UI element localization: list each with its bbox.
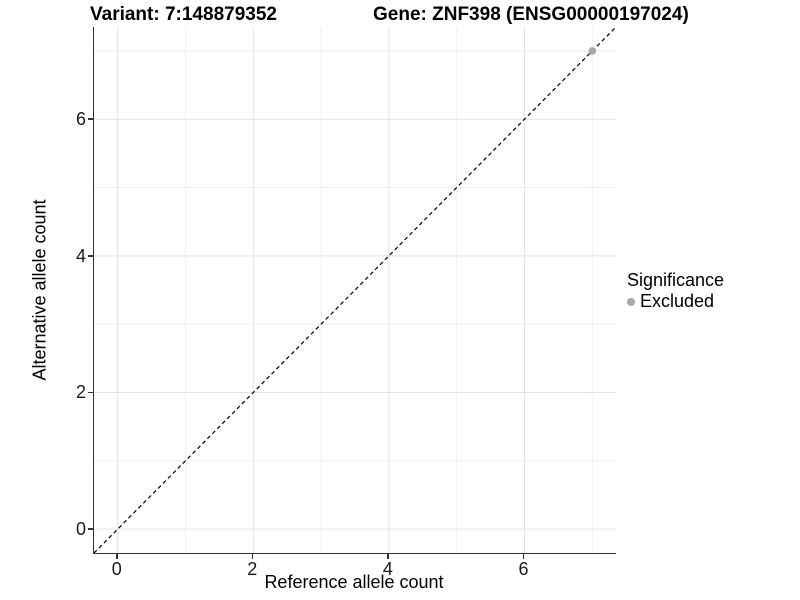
y-tick-mark: [88, 391, 93, 394]
x-tick-mark: [387, 554, 389, 559]
x-tick-mark: [251, 554, 254, 559]
x-tick-label: 0: [111, 559, 122, 579]
plot-title-variant: Variant: 7:148879352: [90, 4, 277, 25]
y-tick-label: 2: [75, 382, 86, 403]
y-axis-title: Alternative allele count: [29, 199, 50, 381]
plot-panel: [93, 27, 616, 554]
legend-item-excluded: Excluded: [627, 292, 724, 311]
x-axis-title: Reference allele count: [264, 572, 444, 592]
y-tick-label: 6: [75, 109, 86, 130]
x-tick-label: 6: [518, 559, 529, 579]
legend-item-label: Excluded: [640, 291, 715, 311]
data-point: [588, 47, 597, 55]
legend: Significance Excluded: [627, 270, 724, 311]
x-tick-label: 4: [382, 559, 393, 579]
y-tick-mark: [88, 118, 93, 120]
y-tick-label: 4: [75, 245, 86, 266]
legend-point-icon: [627, 297, 635, 306]
y-tick-mark: [88, 528, 93, 530]
x-tick-mark: [116, 554, 118, 559]
y-tick-mark: [88, 255, 93, 257]
plot-title-gene: Gene: ZNF398 (ENSG00000197024): [373, 4, 689, 25]
x-tick-mark: [522, 554, 525, 559]
legend-title: Significance: [627, 270, 725, 290]
plot-canvas: [94, 27, 616, 553]
y-tick-label: 0: [75, 519, 86, 540]
x-tick-label: 2: [247, 559, 258, 579]
identity-dashed-line: [94, 27, 616, 553]
